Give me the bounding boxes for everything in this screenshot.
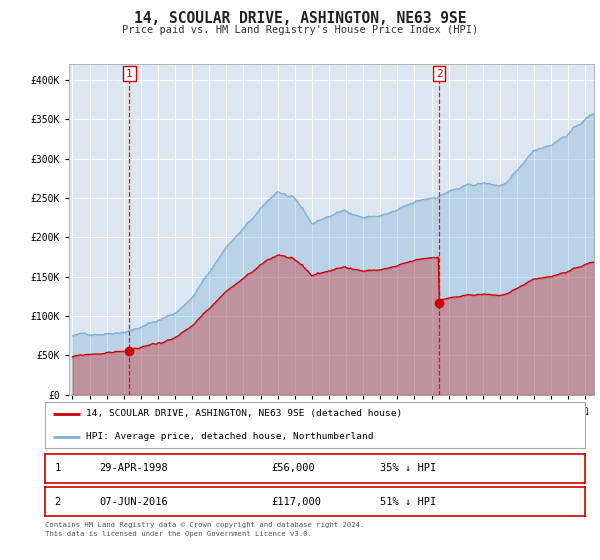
Text: £56,000: £56,000 xyxy=(272,463,316,473)
Text: 07-JUN-2016: 07-JUN-2016 xyxy=(99,497,168,507)
Text: £117,000: £117,000 xyxy=(272,497,322,507)
Text: This data is licensed under the Open Government Licence v3.0.: This data is licensed under the Open Gov… xyxy=(45,531,312,537)
Text: 35% ↓ HPI: 35% ↓ HPI xyxy=(380,463,436,473)
Text: Contains HM Land Registry data © Crown copyright and database right 2024.: Contains HM Land Registry data © Crown c… xyxy=(45,522,364,528)
Text: Price paid vs. HM Land Registry's House Price Index (HPI): Price paid vs. HM Land Registry's House … xyxy=(122,25,478,35)
Text: 51% ↓ HPI: 51% ↓ HPI xyxy=(380,497,436,507)
Text: 1: 1 xyxy=(126,68,133,78)
Text: HPI: Average price, detached house, Northumberland: HPI: Average price, detached house, Nort… xyxy=(86,432,373,441)
Text: 14, SCOULAR DRIVE, ASHINGTON, NE63 9SE (detached house): 14, SCOULAR DRIVE, ASHINGTON, NE63 9SE (… xyxy=(86,409,402,418)
Text: 2: 2 xyxy=(436,68,442,78)
Text: 1: 1 xyxy=(55,463,61,473)
Text: 2: 2 xyxy=(55,497,61,507)
Text: 14, SCOULAR DRIVE, ASHINGTON, NE63 9SE: 14, SCOULAR DRIVE, ASHINGTON, NE63 9SE xyxy=(134,11,466,26)
Text: 29-APR-1998: 29-APR-1998 xyxy=(99,463,168,473)
